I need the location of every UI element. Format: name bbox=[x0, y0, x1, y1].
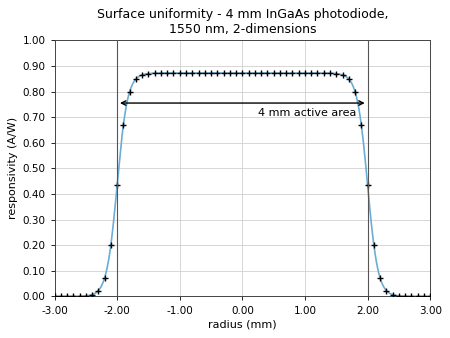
X-axis label: radius (mm): radius (mm) bbox=[208, 320, 277, 330]
Title: Surface uniformity - 4 mm InGaAs photodiode,
1550 nm, 2-dimensions: Surface uniformity - 4 mm InGaAs photodi… bbox=[97, 8, 388, 36]
Y-axis label: responsivity (A/W): responsivity (A/W) bbox=[9, 117, 18, 219]
Text: 4 mm active area: 4 mm active area bbox=[258, 108, 356, 118]
